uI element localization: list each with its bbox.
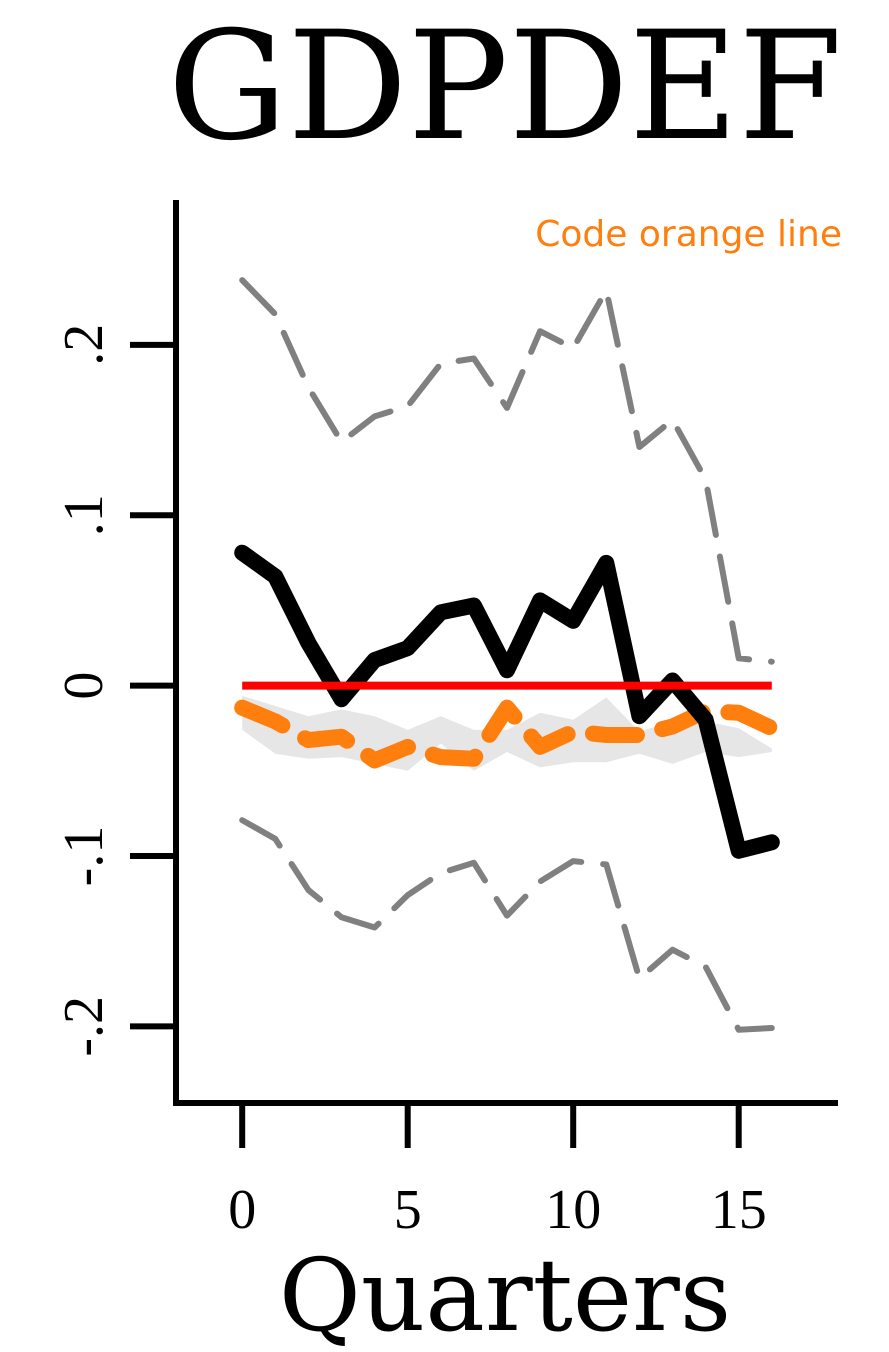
- x-tick-label: 5: [394, 1179, 422, 1241]
- series-upper-band: [239, 277, 775, 665]
- y-tick-label: -.1: [53, 826, 115, 887]
- x-tick-label: 10: [545, 1179, 601, 1241]
- y-tick-label: .1: [53, 494, 115, 536]
- y-tick-label: 0: [53, 672, 115, 700]
- chart-title: GDPDEF: [168, 0, 843, 174]
- x-axis-label: Quarters: [279, 1237, 731, 1352]
- ticks: 0 5 10 15 -.2 -.1 0 .1 .2: [53, 324, 767, 1241]
- series-orange-line: [234, 699, 780, 769]
- plot-area: [234, 277, 780, 1033]
- x-tick-label: 0: [228, 1179, 256, 1241]
- y-tick-label: .2: [53, 324, 115, 366]
- series-point-estimate: [234, 544, 780, 859]
- annotation-label: Code orange line: [535, 214, 842, 255]
- axes: [173, 200, 838, 1106]
- x-tick-label: 15: [711, 1179, 767, 1241]
- y-tick-label: -.2: [53, 996, 115, 1057]
- series-lower-band: [239, 817, 775, 1033]
